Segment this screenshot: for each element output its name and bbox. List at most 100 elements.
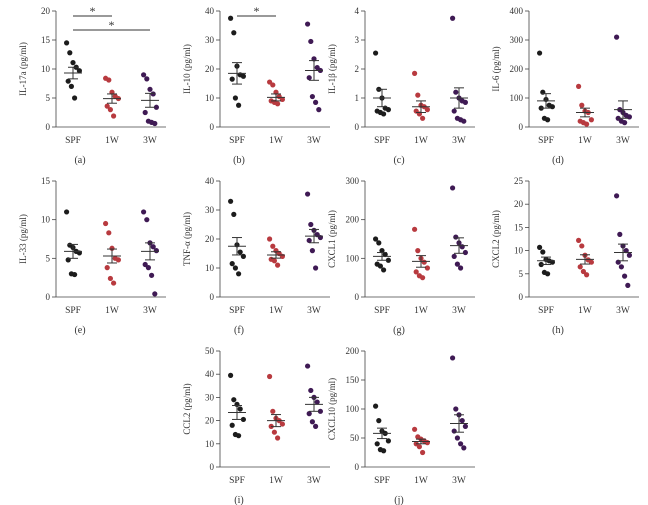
panel-a-ytick-label: 10	[41, 64, 51, 74]
panel-h-ytick-label: 0	[519, 292, 524, 302]
panel-d-ytick-label: 400	[510, 6, 524, 16]
panel-j-ytick-label: 200	[346, 346, 360, 356]
panel-g-point-spf	[376, 240, 382, 246]
panel-b-category-label: 1W	[269, 136, 283, 146]
panel-b-point-1w	[279, 96, 285, 103]
panel-a-point-spf	[70, 60, 76, 66]
panel-g-ytick-label: 200	[346, 215, 360, 225]
panel-i-point-spf	[231, 397, 237, 403]
panel-a-point-1w	[111, 113, 117, 119]
panel-h-point-3w	[626, 252, 633, 258]
panel-b-point-spf	[232, 95, 238, 101]
panel-a-point-3w	[142, 109, 148, 116]
panel-i-y-axis-label: CCL2 (pg/ml)	[182, 383, 192, 434]
panel-i-point-spf	[237, 406, 243, 412]
panel-b-significance-star: *	[254, 4, 260, 18]
panel-b-point-spf	[240, 73, 246, 79]
panel-f-ytick-label: 0	[210, 292, 215, 302]
panel-b-ytick-label: 0	[210, 122, 215, 132]
panel-b-point-1w	[275, 101, 281, 107]
panel-i-ytick-label: 30	[205, 392, 215, 402]
panel-j-point-3w	[453, 406, 459, 412]
panel-j-point-1w	[420, 449, 426, 456]
panel-h-point-3w	[617, 231, 623, 237]
panel-d-category-label: SPF	[538, 136, 554, 146]
panel-c-point-3w	[450, 15, 456, 21]
panel-d-ytick-label: 0	[519, 122, 524, 132]
panel-j-point-spf	[385, 438, 391, 444]
panel-b-ytick-label: 20	[205, 64, 215, 74]
panel-j-point-3w	[459, 418, 465, 424]
panel-e-point-1w	[109, 245, 115, 251]
panel-f-point-spf	[229, 261, 235, 267]
panel-c-y-axis-label: IL-1β (pg/ml)	[327, 44, 337, 94]
panel-i-point-spf	[240, 416, 246, 423]
panel-e-point-spf	[72, 271, 78, 278]
panel-g-category-label: SPF	[374, 306, 390, 316]
panel-e-point-3w	[152, 291, 158, 297]
panel-c-category-label: 3W	[452, 136, 466, 146]
panel-e-ytick-label: 5	[46, 253, 51, 263]
panel-h-category-label: 3W	[616, 306, 630, 316]
panel-b-category-label: SPF	[229, 136, 245, 146]
panel-i-category-label: 1W	[269, 476, 283, 486]
panel-f-ytick-label: 10	[205, 263, 215, 273]
panel-e-point-3w	[150, 244, 156, 250]
panel-a-point-3w	[150, 91, 156, 97]
panel-c-ytick-label: 0	[355, 122, 360, 132]
panel-c-label: (c)	[393, 155, 404, 166]
panel-f-point-spf	[237, 249, 243, 255]
panel-g-point-spf	[381, 267, 387, 273]
panel-g-point-spf	[377, 263, 383, 269]
panel-e-ytick-label: 0	[46, 292, 51, 302]
panel-b-y-axis-label: IL-10 (pg/ml)	[182, 44, 192, 94]
panel-j-point-3w	[454, 435, 460, 441]
panel-i-point-spf	[228, 372, 234, 378]
panel-c-point-1w	[412, 70, 418, 76]
panel-b-point-3w	[308, 38, 314, 45]
panel-d-category-label: 1W	[578, 136, 592, 146]
panel-e-point-3w	[142, 261, 148, 268]
panel-a-point-spf	[72, 95, 78, 101]
panel-g-point-spf	[379, 248, 385, 254]
panel-c-point-spf	[385, 107, 391, 113]
panel-b-point-3w	[316, 107, 322, 113]
panel-a-ytick-label: 15	[41, 35, 51, 45]
panel-e-ytick-label: 10	[41, 215, 51, 225]
panel-e-point-3w	[153, 248, 159, 254]
panel-g-point-1w	[415, 248, 421, 254]
panel-e-point-3w	[149, 272, 155, 278]
panel-g-point-3w	[462, 249, 468, 256]
panel-b-ytick-label: 10	[205, 93, 215, 103]
panel-b-point-3w	[309, 93, 315, 100]
panel-a-point-spf	[68, 83, 74, 89]
panel-i-point-1w	[271, 429, 277, 435]
panel-c-point-3w	[461, 118, 467, 124]
panel-j-y-axis-label: CXCL10 (pg/ml)	[327, 378, 337, 440]
panel-j-point-1w	[424, 440, 430, 446]
panel-h-point-spf	[545, 271, 551, 277]
panel-f-point-3w	[306, 237, 312, 244]
panel-d-ytick-label: 100	[510, 93, 524, 103]
panel-j-point-3w	[450, 355, 456, 361]
panel-g-point-1w	[424, 265, 430, 271]
panel-h-point-1w	[576, 237, 582, 243]
panel-a-category-label: SPF	[65, 136, 81, 146]
panel-c-point-3w	[451, 108, 457, 114]
panel-j-point-spf	[381, 448, 387, 454]
panel-j-point-1w	[412, 426, 418, 432]
panel-i-point-1w	[275, 435, 281, 441]
panel-h-ytick-label: 20	[514, 199, 524, 209]
panel-e-point-1w	[115, 257, 121, 263]
panel-f-y-axis-label: TNF-α (pg/ml)	[182, 212, 192, 266]
panel-g-point-3w	[458, 265, 464, 271]
panel-b-category-label: 3W	[307, 136, 321, 146]
panel-c-point-3w	[462, 99, 468, 105]
panel-j-point-3w	[451, 428, 457, 434]
panel-e-point-3w	[145, 265, 151, 271]
panel-e-point-1w	[107, 275, 113, 282]
panel-i-point-spf	[229, 422, 235, 428]
panel-d-label: (d)	[552, 155, 564, 166]
panel-d-point-1w	[579, 102, 585, 108]
panel-e-point-1w	[111, 280, 117, 286]
